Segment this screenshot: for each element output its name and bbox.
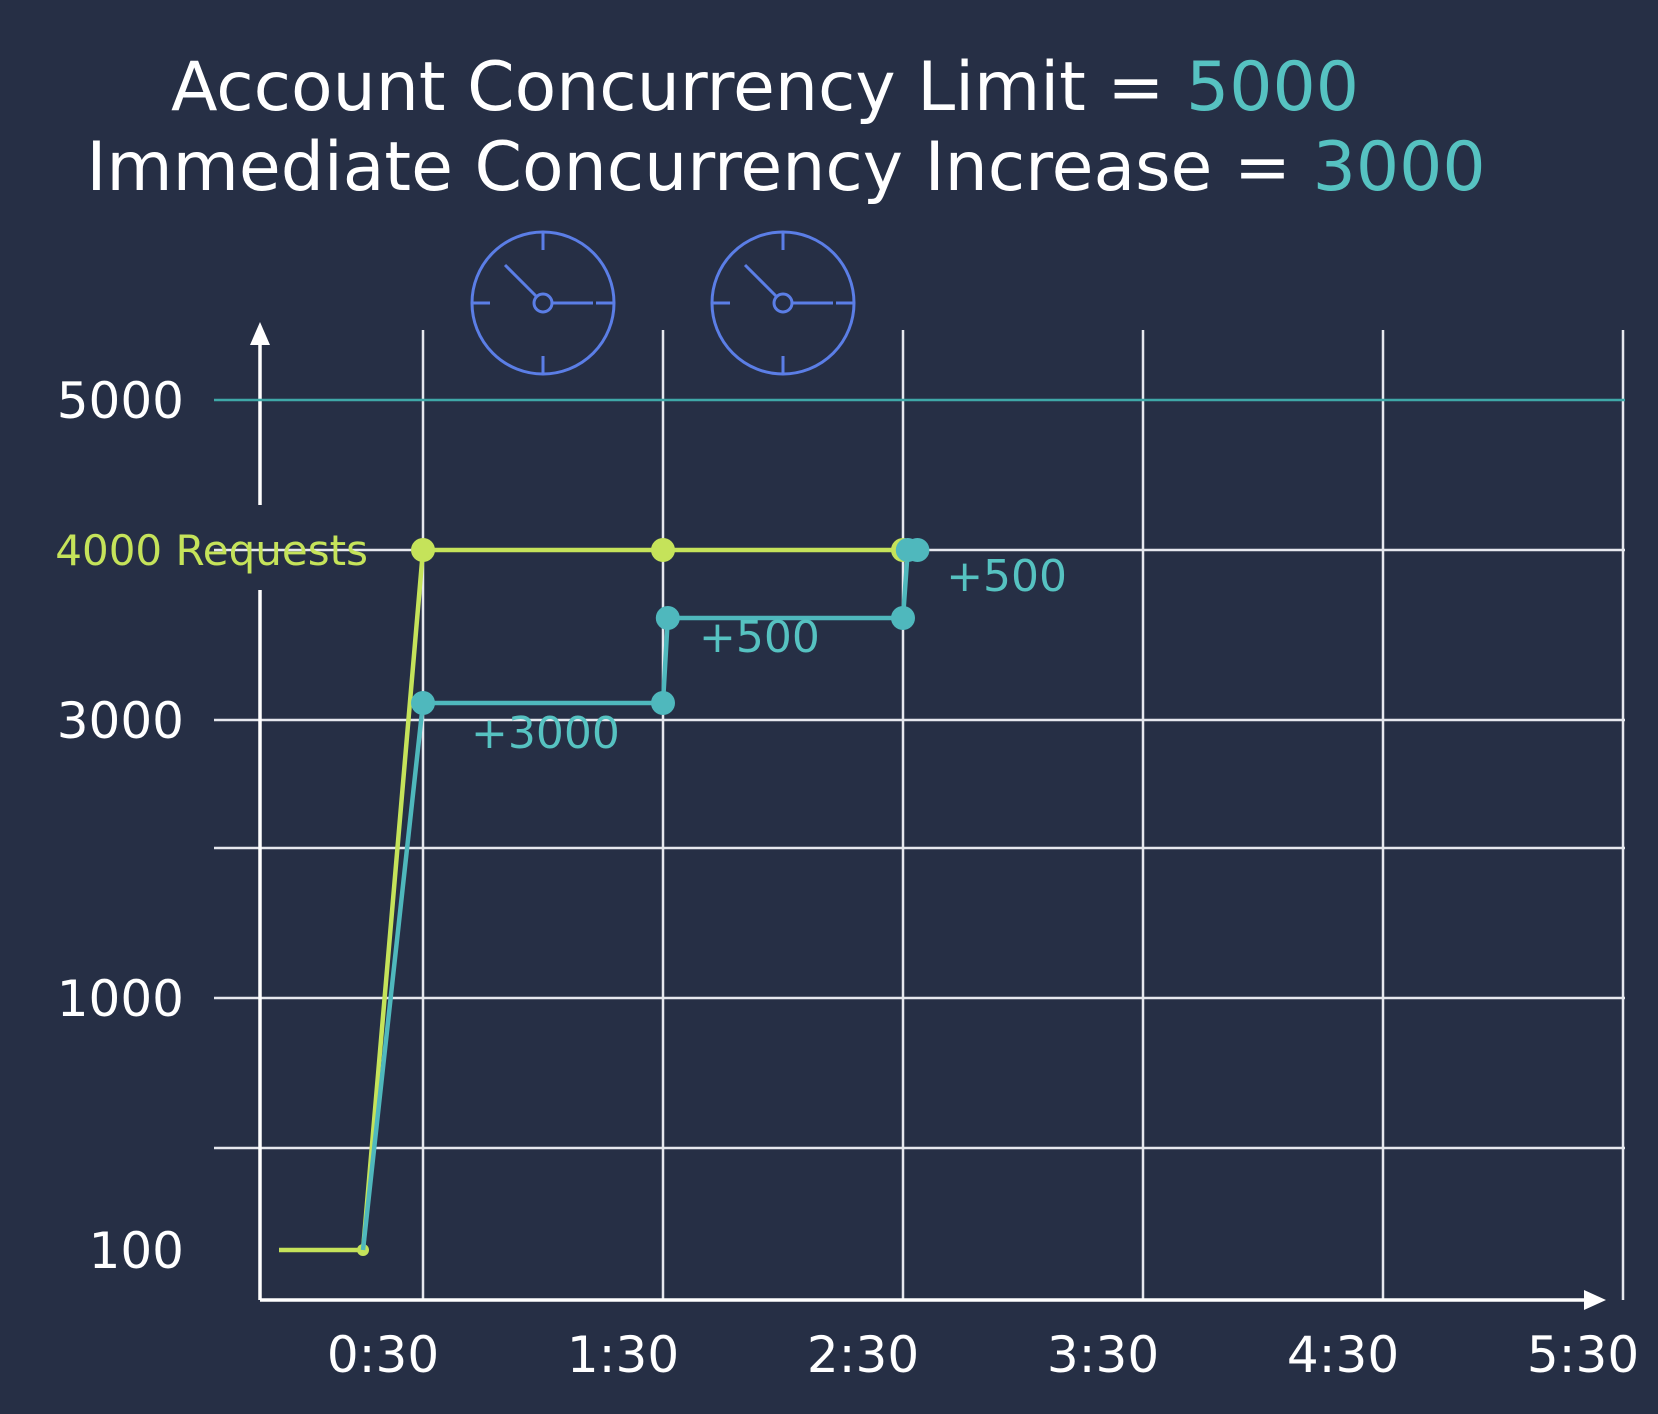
requests-point (411, 538, 435, 562)
increase-annotation: +3000 (471, 708, 620, 759)
chart-title-line1: Account Concurrency Limit = 5000 (171, 48, 1359, 127)
concurrency-line (360, 547, 918, 1251)
clock-icon (710, 230, 856, 376)
clock-center (772, 292, 794, 314)
x-axis-arrowhead (1584, 1290, 1606, 1310)
clock-hand (503, 263, 538, 298)
increase-annotation: +500 (699, 612, 820, 663)
increase-annotation: +500 (946, 551, 1067, 602)
x-tick-label: 2:30 (807, 1326, 919, 1384)
clock-icons (470, 230, 856, 376)
concurrency-point (655, 606, 680, 630)
requests-series-label: 4000 Requests (55, 526, 368, 575)
y-tick-label: 5000 (57, 372, 184, 430)
clock-face (710, 230, 856, 376)
x-tick-label: 1:30 (567, 1326, 679, 1384)
y-axis-arrowhead (250, 322, 270, 345)
y-tick-label: 100 (89, 1222, 184, 1280)
x-tick-label: 5:30 (1527, 1326, 1639, 1384)
concurrency-point (891, 606, 915, 630)
y-tick-label: 3000 (57, 692, 184, 750)
clock-hand (743, 263, 778, 298)
x-tick-label: 0:30 (327, 1326, 439, 1384)
y-tick-label: 1000 (57, 970, 184, 1028)
clock-center (532, 292, 554, 314)
labels-group: 5000 3000 1000 100 0:30 1:30 2:30 3:30 4:30 5:30 4… (55, 372, 1639, 1384)
series-group (279, 538, 930, 1256)
x-tick-label: 4:30 (1287, 1326, 1399, 1384)
concurrency-point (411, 691, 435, 715)
grid (214, 330, 1625, 1300)
clock-face (470, 230, 616, 376)
requests-point (651, 538, 675, 562)
chart-title-line2: Immediate Concurrency Increase = 3000 (86, 128, 1485, 207)
x-tick-label: 3:30 (1047, 1326, 1159, 1384)
axes (250, 322, 1606, 1310)
concurrency-point (905, 538, 930, 562)
concurrency-point (651, 691, 675, 715)
clock-icon (470, 230, 616, 376)
